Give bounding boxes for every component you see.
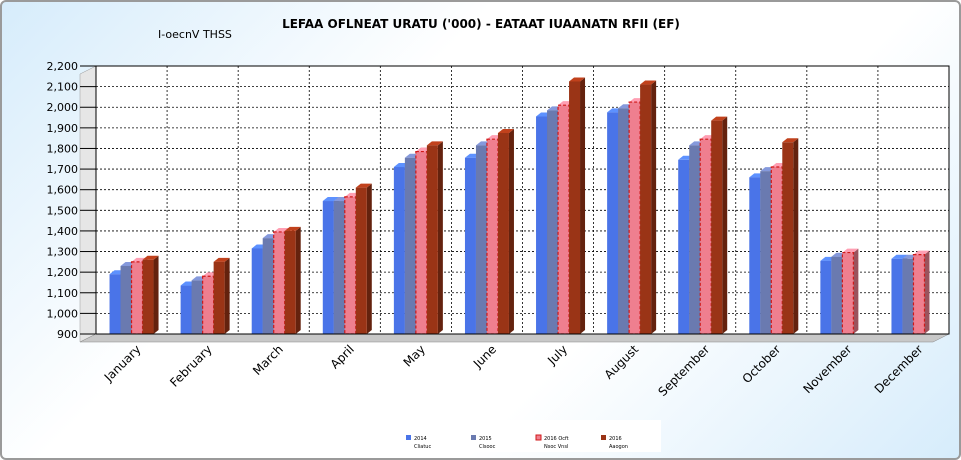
bar-november-series-3 [841,248,859,335]
chart-title: LEFAA OFLNEAT URATU ('000) - EATAAT IUAA… [282,17,680,31]
bar-may-series-4 [426,141,443,334]
legend-swatch [535,434,542,441]
legend-item-2: 2015 Clsooc [471,435,496,450]
y-tick-label: 1,700 [47,163,79,176]
y-tick-label: 1,400 [47,225,79,238]
y-tick-label: 2,200 [47,60,79,73]
x-tick-label: May [401,342,428,369]
y-tick-label: 1,600 [47,184,79,197]
legend-box [369,420,661,452]
bar-march-series-4 [284,226,301,334]
legend-sublabel: Nsoc Vnsl [544,444,568,450]
legend-label: 2015 [479,436,492,442]
x-tick-label: June [470,342,499,371]
x-tick-label: January [101,342,144,385]
x-tick-label: April [328,342,357,371]
legend-item-3: 2016 Ocft Nsoc Vnsl [535,434,569,450]
legend-label: 2016 Ocft [544,436,569,442]
x-tick-label: November [800,342,854,396]
legend-label: 2014 [414,436,427,442]
bar-april-series-4 [355,183,372,334]
y-tick-label: 1,900 [47,122,79,135]
y-tick-label: 1,300 [47,246,79,259]
y-tick-label: 1,800 [47,142,79,155]
bar-august-series-4 [640,80,657,334]
legend-swatch [406,435,411,440]
bar-july-series-4 [569,77,586,334]
x-tick-label: October [740,342,784,386]
y-tick-label: 2,100 [47,81,79,94]
legend-sublabel: Aaogon [609,444,628,450]
bar-february-series-4 [213,257,230,334]
y-tick-label: 1,000 [47,307,79,320]
y-tick-label: 900 [57,328,78,341]
legend-swatch [601,435,606,440]
y-tick-label: 1,200 [47,266,79,279]
y-tick-label: 1,100 [47,287,79,300]
legend-sublabel: Cliatuc [414,444,431,450]
bar-december-series-3 [912,250,930,335]
x-tick-label: August [602,342,642,382]
legend-label: 2016 [609,436,622,442]
x-tick-label: February [167,342,215,390]
legend-sublabel: Clsooc [479,444,496,450]
chart-subtitle: I-oecnV THSS [158,28,232,41]
x-tick-label: July [544,342,570,368]
x-tick-label: December [872,342,926,396]
legend-item-4: 2016 Aaogon [601,435,628,450]
bar-september-series-4 [711,116,728,334]
y-tick-label: 2,000 [47,101,79,114]
x-tick-label: September [656,342,713,399]
bar-june-series-4 [497,129,514,334]
bar-january-series-4 [142,255,159,334]
legend-swatch [471,435,476,440]
legend-item-1: 2014 Cliatuc [406,435,431,450]
bar-october-series-4 [782,138,799,334]
plot-border [95,65,950,335]
x-tick-label: March [250,342,286,378]
y-tick-label: 1,500 [47,204,79,217]
chart-floor [79,333,950,343]
